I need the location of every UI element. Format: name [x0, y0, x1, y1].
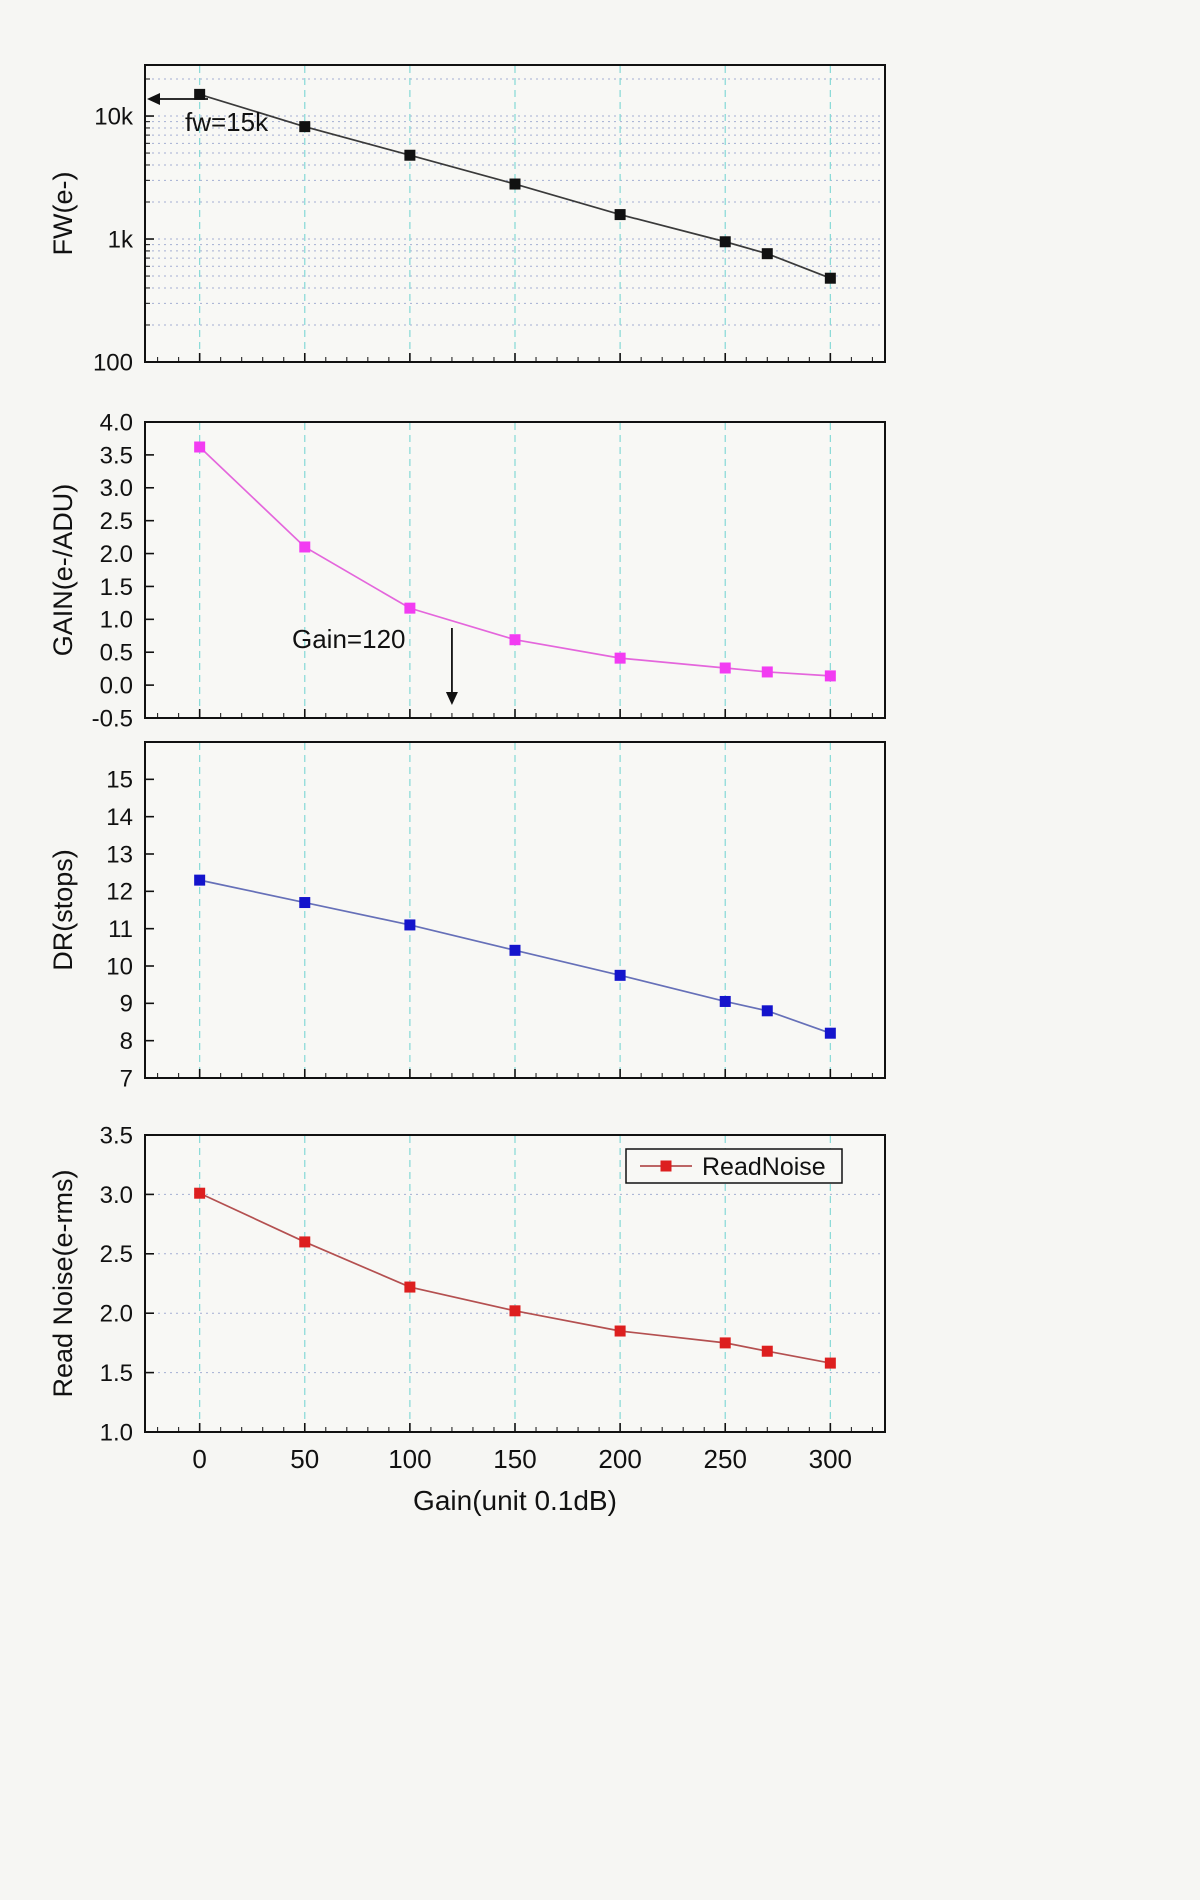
y-tick-label: 14 [106, 804, 133, 831]
y-tick-label: 1.5 [100, 1360, 133, 1387]
data-point-ReadNoise [404, 1281, 416, 1293]
y-axis-title-DR: DR(stops) [48, 849, 78, 971]
y-tick-label: 2.5 [100, 508, 133, 535]
y-tick-label: 1.0 [100, 607, 133, 634]
data-point-DR [509, 944, 521, 956]
y-tick-label: 11 [108, 916, 133, 943]
annotation-gain: Gain=120 [292, 624, 458, 705]
y-axis-title-ReadNoise: Read Noise(e-rms) [48, 1169, 78, 1397]
x-tick-label: 0 [192, 1444, 206, 1474]
legend-marker [660, 1160, 672, 1172]
y-tick-label: 3.5 [100, 1122, 133, 1149]
data-point-ReadNoise [299, 1236, 311, 1248]
data-point-FW [194, 88, 206, 100]
data-point-DR [614, 969, 626, 981]
y-tick-label: 2.0 [100, 1301, 133, 1328]
panel-ReadNoise: 3.5 3.0 2.5 2.0 1.5 1.0 Read Noise(e-rms) [48, 1122, 886, 1446]
panel-FW: 10k 1k 100 FW(e-) [48, 64, 886, 376]
data-point-ReadNoise [824, 1357, 836, 1369]
series-line-ReadNoise [199, 1192, 831, 1364]
y-tick-label: 4.0 [100, 409, 133, 436]
y-tick-label: -0.5 [92, 705, 133, 732]
data-point-FW [761, 248, 773, 260]
data-point-DR [761, 1005, 773, 1017]
data-point-ReadNoise [194, 1187, 206, 1199]
series-line-GAIN [199, 446, 831, 677]
data-point-DR [299, 897, 311, 909]
data-point-FW [404, 149, 416, 161]
panel-DR: 15 14 13 12 11 10 9 8 7 DR(stops) [48, 741, 886, 1092]
y-tick-label: 3.0 [100, 475, 133, 502]
data-point-ReadNoise [509, 1305, 521, 1317]
x-tick-label: 100 [388, 1444, 431, 1474]
data-point-DR [194, 874, 206, 886]
y-tick-label: 9 [120, 991, 133, 1018]
data-point-FW [614, 209, 626, 221]
data-point-GAIN [614, 652, 626, 664]
data-point-ReadNoise [761, 1345, 773, 1357]
y-tick-label: 13 [106, 841, 133, 868]
x-tick-label: 150 [493, 1444, 536, 1474]
annotation-fw-text: fw=15k [185, 107, 269, 137]
annotation-arrow-head [147, 93, 160, 105]
y-tick-label: 8 [120, 1028, 133, 1055]
data-point-FW [824, 272, 836, 284]
data-point-DR [719, 995, 731, 1007]
annotation-arrow-head [445, 692, 458, 705]
y-axis-title-GAIN: GAIN(e-/ADU) [48, 484, 78, 657]
data-point-DR [404, 919, 416, 931]
y-tick-label: 12 [106, 879, 133, 906]
series-line-DR [199, 879, 831, 1035]
data-point-GAIN [299, 541, 311, 553]
y-tick-label: 3.0 [100, 1182, 133, 1209]
y-tick-label: 15 [106, 767, 133, 794]
series-line-FW [199, 93, 831, 280]
x-tick-label: 250 [704, 1444, 747, 1474]
y-tick-label: 7 [120, 1065, 133, 1092]
y-tick-label: 100 [93, 349, 133, 376]
data-point-GAIN [509, 634, 521, 646]
data-point-GAIN [719, 662, 731, 674]
y-tick-label: 2.5 [100, 1241, 133, 1268]
data-point-ReadNoise [719, 1337, 731, 1349]
x-axis-title: Gain(unit 0.1dB) [413, 1485, 617, 1516]
y-tick-label: 2.0 [100, 541, 133, 568]
data-point-ReadNoise [614, 1325, 626, 1337]
data-point-FW [299, 121, 311, 133]
annotation-fw: fw=15k [147, 93, 269, 137]
data-point-DR [824, 1027, 836, 1039]
y-axis-title-FW: FW(e-) [48, 172, 78, 256]
y-tick-label: 10 [106, 953, 133, 980]
legend: ReadNoise [625, 1148, 843, 1184]
y-tick-label: 1.5 [100, 574, 133, 601]
data-point-FW [719, 236, 731, 248]
y-tick-label: 0.0 [100, 673, 133, 700]
y-tick-label: 10k [94, 103, 134, 130]
y-tick-label: 0.5 [100, 640, 133, 667]
y-tick-label: 1.0 [100, 1419, 133, 1446]
data-point-FW [509, 178, 521, 190]
x-tick-label: 300 [809, 1444, 852, 1474]
data-point-GAIN [194, 441, 206, 453]
data-point-GAIN [761, 666, 773, 678]
x-tick-label: 50 [290, 1444, 319, 1474]
annotation-gain-text: Gain=120 [292, 624, 405, 654]
data-point-GAIN [404, 602, 416, 614]
data-point-GAIN [824, 670, 836, 682]
x-tick-label: 200 [598, 1444, 641, 1474]
legend-label: ReadNoise [702, 1153, 826, 1181]
y-tick-label: 1k [108, 226, 134, 253]
panel-GAIN: 4.0 3.5 3.0 2.5 2.0 1.5 1.0 0.5 0.0 -0.5 GAIN(e-/A… [48, 409, 886, 732]
y-tick-label: 3.5 [100, 442, 133, 469]
